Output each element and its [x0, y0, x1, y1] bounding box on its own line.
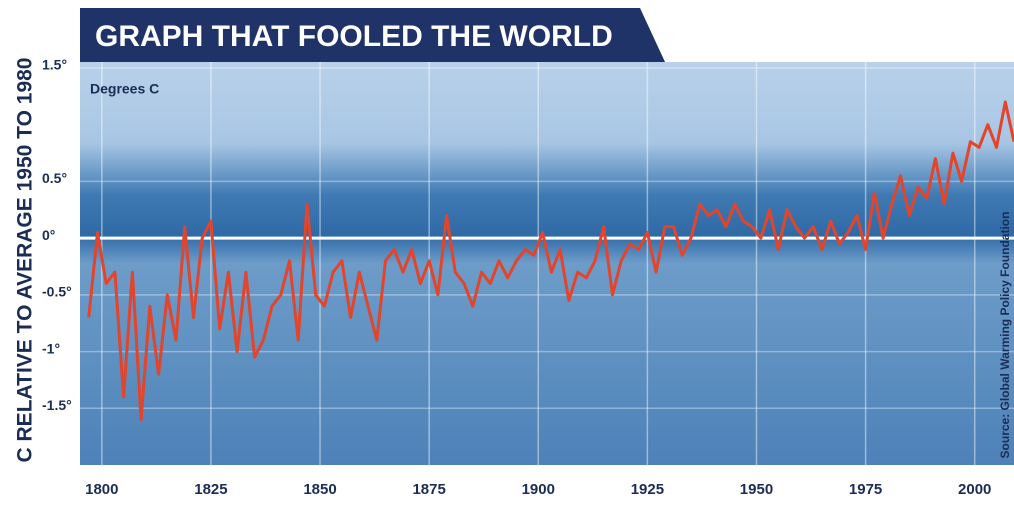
data-line [87, 100, 1014, 422]
y-axis-label: C RELATIVE TO AVERAGE 1950 TO 1980 [14, 58, 37, 463]
x-tick-label: 2000 [958, 481, 991, 498]
x-tick-label: 1800 [85, 481, 118, 498]
title-banner [80, 8, 665, 62]
x-tick-label: 1925 [631, 481, 664, 498]
x-tick-label: 1975 [849, 481, 882, 498]
unit-label: Degrees C [90, 81, 159, 97]
chart-title: GRAPH THAT FOOLED THE WORLD [95, 20, 613, 53]
x-tick-label: 1825 [194, 481, 227, 498]
x-tick-label: 1875 [412, 481, 445, 498]
y-tick-label: -1° [42, 340, 60, 356]
source: Source: Global Warming Policy Foundation [998, 212, 1012, 459]
y-tick-label: 0° [42, 227, 55, 243]
y-tick-label: -0.5° [42, 284, 72, 300]
plot-background [80, 62, 1014, 465]
y-tick-label: -1.5° [42, 397, 72, 413]
x-tick-label: 1850 [303, 481, 336, 498]
y-tick-label: 0.5° [42, 170, 67, 186]
y-tick-label: 1.5° [42, 57, 67, 73]
x-tick-label: 1900 [522, 481, 555, 498]
x-tick-label: 1950 [740, 481, 773, 498]
